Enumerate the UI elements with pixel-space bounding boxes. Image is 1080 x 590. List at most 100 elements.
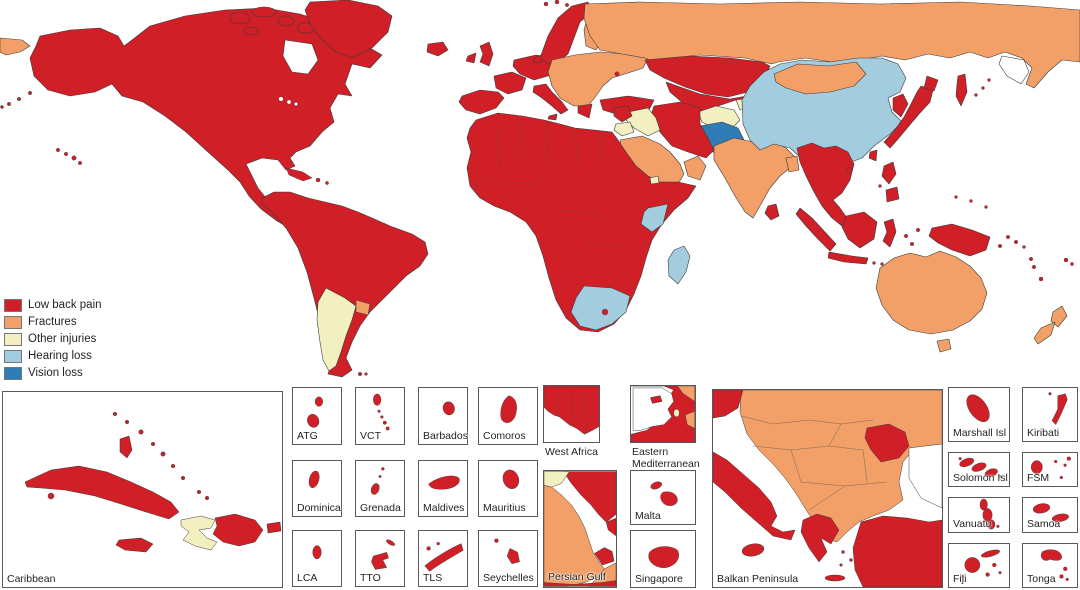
region-bangladesh [785, 155, 800, 173]
lca-island [312, 545, 322, 560]
legend-item-other-injuries: Other injuries [4, 331, 102, 348]
region-sakhalin [955, 73, 968, 107]
tto-islands [371, 539, 396, 570]
comoros-island [500, 395, 517, 423]
gulf-iraq [544, 471, 570, 488]
region-japan [883, 75, 939, 149]
inset-label-grenada: Grenada [360, 501, 401, 514]
region-eastern-europe [547, 51, 649, 107]
region-madagascar [667, 245, 691, 285]
inset-solomon-isl: Solomon Isl [948, 452, 1010, 487]
legend-item-hearing-loss: Hearing loss [4, 348, 102, 365]
atg-islands [307, 396, 323, 428]
balkan-greece [800, 513, 853, 582]
region-iraq [625, 107, 661, 137]
vanuatu-islands [979, 498, 1000, 530]
solomon-islands [958, 457, 1002, 479]
tls-island [424, 541, 464, 572]
legend-label: Vision loss [28, 366, 83, 379]
region-korea [892, 93, 909, 118]
region-south-africa [570, 285, 631, 331]
legend-label: Low back pain [28, 298, 102, 311]
inset-label-fiji: Fiji [953, 572, 967, 585]
region-western-europe [458, 41, 569, 121]
east-med-orange-ne [677, 386, 695, 402]
inset-label-west-africa: West Africa [545, 446, 598, 458]
inset-label-tonga: Tonga [1027, 572, 1056, 585]
seychelles-islands [494, 538, 520, 565]
inset-barbados: Barbados [418, 387, 468, 445]
region-tasmania [936, 338, 952, 353]
inset-label-singapore: Singapore [635, 572, 683, 585]
region-south-america [261, 191, 429, 378]
inset-label-tls: TLS [423, 571, 443, 584]
caribbean-haiti [180, 515, 218, 551]
west-africa-borders [557, 386, 587, 433]
inset-seychelles: Seychelles [478, 530, 538, 587]
region-uruguay [355, 299, 371, 316]
inset-mauritius: Mauritius [478, 460, 538, 517]
region-falklands [358, 372, 368, 377]
tonga-islands [1040, 549, 1069, 581]
gulf-bottom-strip [544, 580, 616, 587]
inset-persian-gulf: Persian Gulf [543, 470, 617, 588]
region-levant [613, 105, 633, 123]
inset-label-solomon: Solomon Isl [953, 471, 1008, 484]
legend-swatch-low-back-pain [4, 299, 22, 312]
inset-label-fsm: FSM [1027, 471, 1050, 484]
region-chukotka-wrap [0, 37, 31, 56]
legend: Low back pain Fractures Other injuries H… [4, 297, 102, 382]
region-djibouti [649, 175, 660, 185]
region-oman [683, 155, 707, 181]
east-med-orange-east [684, 410, 695, 429]
region-kenya [640, 203, 669, 233]
balkan-northwest-red [713, 390, 744, 419]
region-greece [577, 103, 593, 119]
inset-label-eastern-mediterranean: Eastern Mediterranean [632, 446, 700, 470]
inset-label-comoros: Comoros [483, 429, 526, 442]
inset-label-dominica: Dominica [297, 501, 341, 514]
inset-marshall-isl: Marshall Isl [948, 387, 1010, 442]
singapore-island [648, 546, 679, 568]
fiji-islands [961, 549, 1002, 579]
inset-label-malta: Malta [635, 509, 661, 522]
region-iceland [426, 41, 449, 57]
region-moldova [614, 71, 620, 77]
inset-atg: ATG [292, 387, 342, 445]
region-india [713, 137, 795, 219]
region-jordan [613, 121, 635, 137]
marshall-island [966, 394, 990, 423]
inset-label-vanuatu: Vanuatu [953, 517, 992, 530]
inset-samoa: Samoa [1022, 497, 1078, 533]
legend-label: Hearing loss [28, 349, 92, 362]
legend-swatch-fractures [4, 316, 22, 329]
gulf-iran [563, 471, 616, 523]
balkan-borders [740, 415, 888, 511]
region-philippines [878, 161, 900, 203]
legend-swatch-other-injuries [4, 333, 22, 346]
great-lakes [278, 96, 299, 106]
legend-label: Fractures [28, 315, 77, 328]
inset-tonga: Tonga [1022, 543, 1078, 588]
inset-label-tto: TTO [360, 571, 381, 584]
inset-fiji: Fiji [948, 543, 1010, 588]
world-map [0, 0, 1080, 378]
inset-singapore: Singapore [630, 530, 696, 588]
inset-label-kiribati: Kiribati [1027, 426, 1060, 439]
inset-label-maldives: Maldives [423, 501, 465, 514]
inset-label-samoa: Samoa [1027, 517, 1061, 530]
region-greenland [304, 0, 393, 59]
inset-grenada: Grenada [355, 460, 405, 517]
malta-islands [650, 481, 678, 506]
inset-label-eastern-line1: Eastern [632, 446, 669, 458]
inset-eastern-mediterranean [630, 385, 696, 443]
region-pacific-islands [954, 195, 1074, 282]
inset-maldives: Maldives [418, 460, 468, 517]
inset-kiribati: Kiribati [1022, 387, 1078, 442]
legend-item-vision-loss: Vision loss [4, 365, 102, 382]
inset-vct: VCT [355, 387, 405, 445]
region-africa [466, 112, 697, 333]
inset-label-barbados: Barbados [423, 429, 468, 442]
inset-label-vct: VCT [360, 429, 381, 442]
inset-fsm: FSM [1022, 452, 1078, 487]
